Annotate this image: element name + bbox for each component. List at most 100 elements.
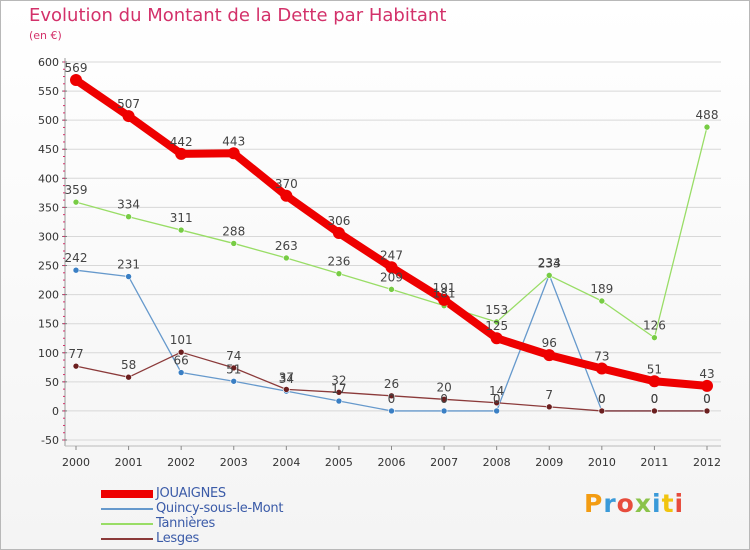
data-point — [72, 362, 80, 370]
data-point — [177, 348, 185, 356]
data-label: 0 — [388, 392, 396, 406]
legend-swatch — [101, 507, 153, 510]
data-point — [703, 407, 711, 415]
data-label: 20 — [436, 380, 451, 394]
data-point — [648, 375, 661, 388]
data-label: 191 — [433, 281, 456, 295]
x-tick-label: 2011 — [640, 456, 668, 469]
data-label: 488 — [696, 108, 719, 122]
data-point — [651, 334, 658, 341]
data-label: 77 — [68, 347, 83, 361]
data-point — [490, 332, 503, 345]
data-label: 37 — [279, 370, 294, 384]
data-label: 26 — [384, 377, 399, 391]
data-point — [125, 273, 132, 280]
y-tick-label: 50 — [45, 376, 59, 389]
data-label: 17 — [331, 382, 346, 396]
x-tick-label: 2001 — [115, 456, 143, 469]
x-tick-label: 2010 — [588, 456, 616, 469]
data-label: 101 — [170, 333, 193, 347]
data-point — [335, 397, 343, 405]
data-point — [72, 266, 80, 274]
data-point — [388, 286, 395, 293]
data-point — [701, 379, 713, 392]
data-label: 0 — [651, 392, 659, 406]
x-tick-label: 2007 — [430, 456, 458, 469]
data-label: 51 — [647, 362, 662, 376]
data-label: 0 — [440, 392, 448, 406]
legend-label: Quincy-sous-le-Mont — [156, 501, 284, 516]
data-label: 242 — [65, 251, 88, 265]
legend-label: JOUAIGNES — [156, 486, 226, 501]
data-label: 231 — [117, 258, 140, 272]
data-label: 234 — [538, 256, 561, 270]
data-point — [493, 407, 500, 415]
data-point — [385, 261, 398, 274]
legend-item: Quincy-sous-le-Mont — [101, 501, 283, 516]
data-label: 125 — [485, 319, 508, 333]
data-label: 306 — [327, 214, 350, 228]
data-label: 0 — [493, 392, 501, 406]
data-label: 370 — [275, 177, 298, 191]
y-tick-label: 100 — [38, 347, 59, 360]
chart-legend: JOUAIGNES Quincy-sous-le-Mont Tannières Les… — [101, 486, 283, 546]
data-point — [438, 293, 451, 306]
data-point — [545, 403, 553, 411]
data-label: 74 — [226, 349, 241, 363]
legend-swatch — [101, 522, 153, 525]
data-label: 334 — [117, 198, 140, 212]
data-label: 209 — [380, 270, 403, 284]
data-label: 14 — [489, 384, 504, 398]
data-point — [543, 349, 556, 362]
data-point — [230, 240, 238, 247]
data-point — [332, 226, 345, 239]
data-point — [388, 407, 395, 415]
data-point — [230, 364, 238, 372]
chart-unit: (en €) — [29, 29, 62, 42]
data-point — [230, 377, 238, 385]
data-label: 0 — [598, 392, 606, 406]
series-line-tanni-res — [75, 126, 708, 339]
x-tick-label: 2006 — [378, 456, 406, 469]
data-label: 126 — [643, 319, 666, 333]
legend-swatch — [101, 489, 153, 498]
data-point — [545, 272, 553, 279]
data-point — [440, 407, 448, 415]
data-point — [595, 362, 608, 375]
data-point — [703, 123, 711, 131]
data-label: 288 — [222, 224, 245, 238]
data-point — [175, 147, 188, 160]
data-label: 181 — [433, 287, 456, 301]
data-point — [72, 198, 80, 206]
y-tick-label: -50 — [41, 434, 59, 447]
data-label: 0 — [703, 392, 711, 406]
data-label: 73 — [594, 349, 609, 363]
y-tick-label: 450 — [38, 143, 59, 156]
data-point — [227, 147, 240, 160]
data-label: 0 — [598, 392, 606, 406]
data-point — [177, 369, 185, 376]
legend-label: Tannières — [156, 516, 215, 531]
data-point — [283, 386, 290, 393]
data-label: 507 — [117, 97, 140, 111]
data-label: 569 — [65, 61, 88, 75]
x-tick-label: 2008 — [483, 456, 511, 469]
y-tick-label: 300 — [38, 230, 59, 243]
data-point — [335, 389, 343, 396]
chart-title: Evolution du Montant de la Dette par Hab… — [29, 5, 447, 26]
x-tick-label: 2000 — [62, 456, 90, 469]
y-tick-label: 550 — [38, 85, 59, 98]
y-tick-label: 150 — [38, 318, 59, 331]
data-label: 51 — [226, 362, 241, 376]
y-tick-label: 200 — [38, 289, 59, 302]
y-tick-label: 350 — [38, 201, 59, 214]
data-label: 58 — [121, 358, 136, 372]
data-label: 247 — [380, 248, 403, 262]
legend-label: Lesges — [156, 531, 200, 546]
data-label: 7 — [545, 388, 553, 402]
x-tick-label: 2004 — [272, 456, 300, 469]
data-point — [283, 254, 290, 262]
data-label: 66 — [174, 354, 189, 368]
